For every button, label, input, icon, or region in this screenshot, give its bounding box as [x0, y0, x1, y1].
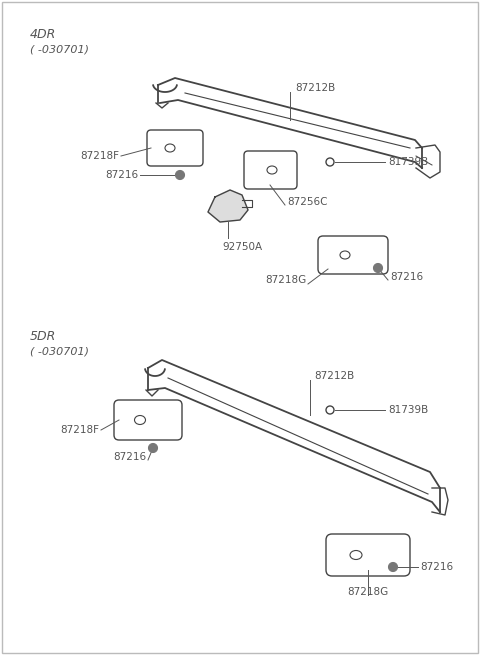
Text: 87218F: 87218F [80, 151, 119, 161]
FancyBboxPatch shape [147, 130, 203, 166]
Text: 81739B: 81739B [388, 157, 428, 167]
Text: 4DR: 4DR [30, 28, 56, 41]
Text: 87212B: 87212B [295, 83, 335, 93]
Text: 81739B: 81739B [388, 405, 428, 415]
FancyBboxPatch shape [318, 236, 388, 274]
Text: 87212B: 87212B [314, 371, 354, 381]
Text: ( -030701): ( -030701) [30, 44, 89, 54]
Text: 87216: 87216 [420, 562, 453, 572]
Text: 87216: 87216 [105, 170, 138, 180]
Text: ( -030701): ( -030701) [30, 346, 89, 356]
FancyBboxPatch shape [244, 151, 297, 189]
Ellipse shape [373, 263, 383, 272]
Text: 87216: 87216 [390, 272, 423, 282]
Text: 92750A: 92750A [222, 242, 262, 252]
FancyBboxPatch shape [114, 400, 182, 440]
Text: 87218F: 87218F [60, 425, 99, 435]
Ellipse shape [176, 170, 184, 179]
Text: 87216: 87216 [113, 452, 146, 462]
Polygon shape [208, 190, 248, 222]
Text: 87256C: 87256C [287, 197, 327, 207]
Text: 5DR: 5DR [30, 330, 56, 343]
Text: 87218G: 87218G [348, 587, 389, 597]
Ellipse shape [148, 443, 157, 453]
Ellipse shape [388, 563, 397, 572]
FancyBboxPatch shape [326, 534, 410, 576]
Text: 87218G: 87218G [265, 275, 306, 285]
